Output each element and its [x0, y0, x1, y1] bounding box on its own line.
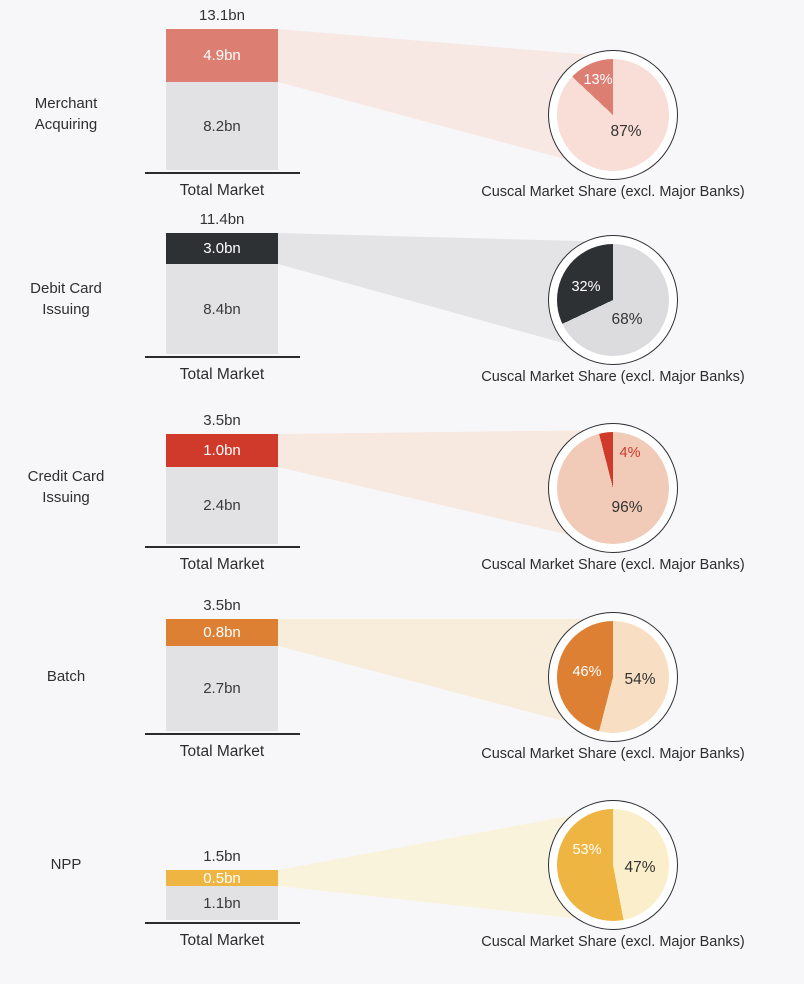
bar-total-label: 13.1bn	[199, 7, 245, 24]
bar-segment-cuscal-value: 0.8bn	[203, 624, 241, 641]
bar-segment-other: 2.4bn	[166, 467, 278, 544]
category-label: Batch	[46, 668, 86, 685]
bar-segment-cuscal: 0.8bn	[166, 619, 278, 646]
pie-caption: Cuscal Market Share (excl. Major Banks)	[481, 934, 745, 950]
bar-baseline	[145, 172, 300, 174]
pie-share-label: 46%	[572, 664, 602, 680]
bar-baseline	[145, 922, 300, 924]
bar-total-label: 11.4bn	[199, 211, 245, 228]
beam	[278, 430, 617, 546]
bar-segment-cuscal-value: 1.0bn	[203, 442, 241, 459]
pie-share-label: 4%	[619, 445, 641, 461]
bar-baseline	[145, 733, 300, 735]
bar-segment-cuscal-value: 4.9bn	[203, 47, 241, 64]
beam	[278, 619, 617, 735]
pie-share-label: 32%	[571, 279, 601, 295]
bar-segment-cuscal: 0.5bn	[166, 869, 278, 887]
pie-fill	[556, 243, 670, 357]
total-market-label: Total Market	[179, 932, 265, 949]
pie-remainder-label: 54%	[624, 671, 656, 688]
category-label: Merchant Acquiring	[34, 95, 98, 133]
bar-baseline	[145, 546, 300, 548]
pie-caption: Cuscal Market Share (excl. Major Banks)	[481, 184, 745, 200]
pie-fill	[556, 431, 670, 545]
pie-caption: Cuscal Market Share (excl. Major Banks)	[481, 369, 745, 385]
bar-total-label: 1.5bn	[203, 848, 241, 865]
bar-segment-other-value: 2.7bn	[203, 680, 241, 697]
pie-remainder-label: 47%	[624, 859, 656, 876]
bar-segment-cuscal: 1.0bn	[166, 434, 278, 467]
pie-remainder-label: 68%	[611, 311, 643, 328]
pie-fill	[556, 808, 670, 922]
pie-chart	[548, 423, 678, 553]
beam	[278, 233, 617, 358]
total-market-label: Total Market	[179, 366, 265, 383]
bar-segment-cuscal-value: 3.0bn	[203, 240, 241, 257]
pie-share-label: 53%	[572, 842, 602, 858]
category-label: Debit Card Issuing	[30, 280, 102, 318]
pie-fill	[556, 620, 670, 734]
pie-chart	[548, 50, 678, 180]
pie-chart	[548, 612, 678, 742]
beam	[278, 29, 617, 173]
bar-segment-other-value: 8.2bn	[203, 117, 241, 135]
total-market-label: Total Market	[179, 743, 265, 760]
bar-segment-other-value: 2.4bn	[203, 497, 241, 514]
pie-remainder-label: 96%	[611, 499, 643, 516]
bar-segment-cuscal: 4.9bn	[166, 29, 278, 82]
beam	[278, 807, 617, 923]
bar-segment-other-value: 1.1bn	[203, 894, 241, 912]
bar-segment-cuscal-value: 0.5bn	[203, 869, 241, 887]
pie-caption: Cuscal Market Share (excl. Major Banks)	[481, 746, 745, 762]
category-label: Credit Card Issuing	[27, 468, 105, 506]
bar-total-label: 3.5bn	[203, 597, 241, 614]
bar-segment-other: 8.2bn	[166, 82, 278, 170]
total-market-label: Total Market	[179, 556, 265, 573]
pie-chart	[548, 800, 678, 930]
bar-segment-other: 2.7bn	[166, 646, 278, 731]
category-label: NPP	[50, 856, 82, 873]
pie-share-label: 13%	[583, 72, 613, 88]
pie-caption: Cuscal Market Share (excl. Major Banks)	[481, 557, 745, 573]
total-market-label: Total Market	[179, 182, 265, 199]
bar-segment-other-value: 8.4bn	[203, 300, 241, 318]
bar-segment-cuscal: 3.0bn	[166, 233, 278, 264]
pie-chart	[548, 235, 678, 365]
bar-segment-other: 8.4bn	[166, 264, 278, 354]
pie-remainder-label: 87%	[610, 123, 642, 140]
bar-baseline	[145, 356, 300, 358]
bar-segment-other: 1.1bn	[166, 886, 278, 920]
pie-fill	[556, 58, 670, 172]
bar-total-label: 3.5bn	[203, 412, 241, 429]
